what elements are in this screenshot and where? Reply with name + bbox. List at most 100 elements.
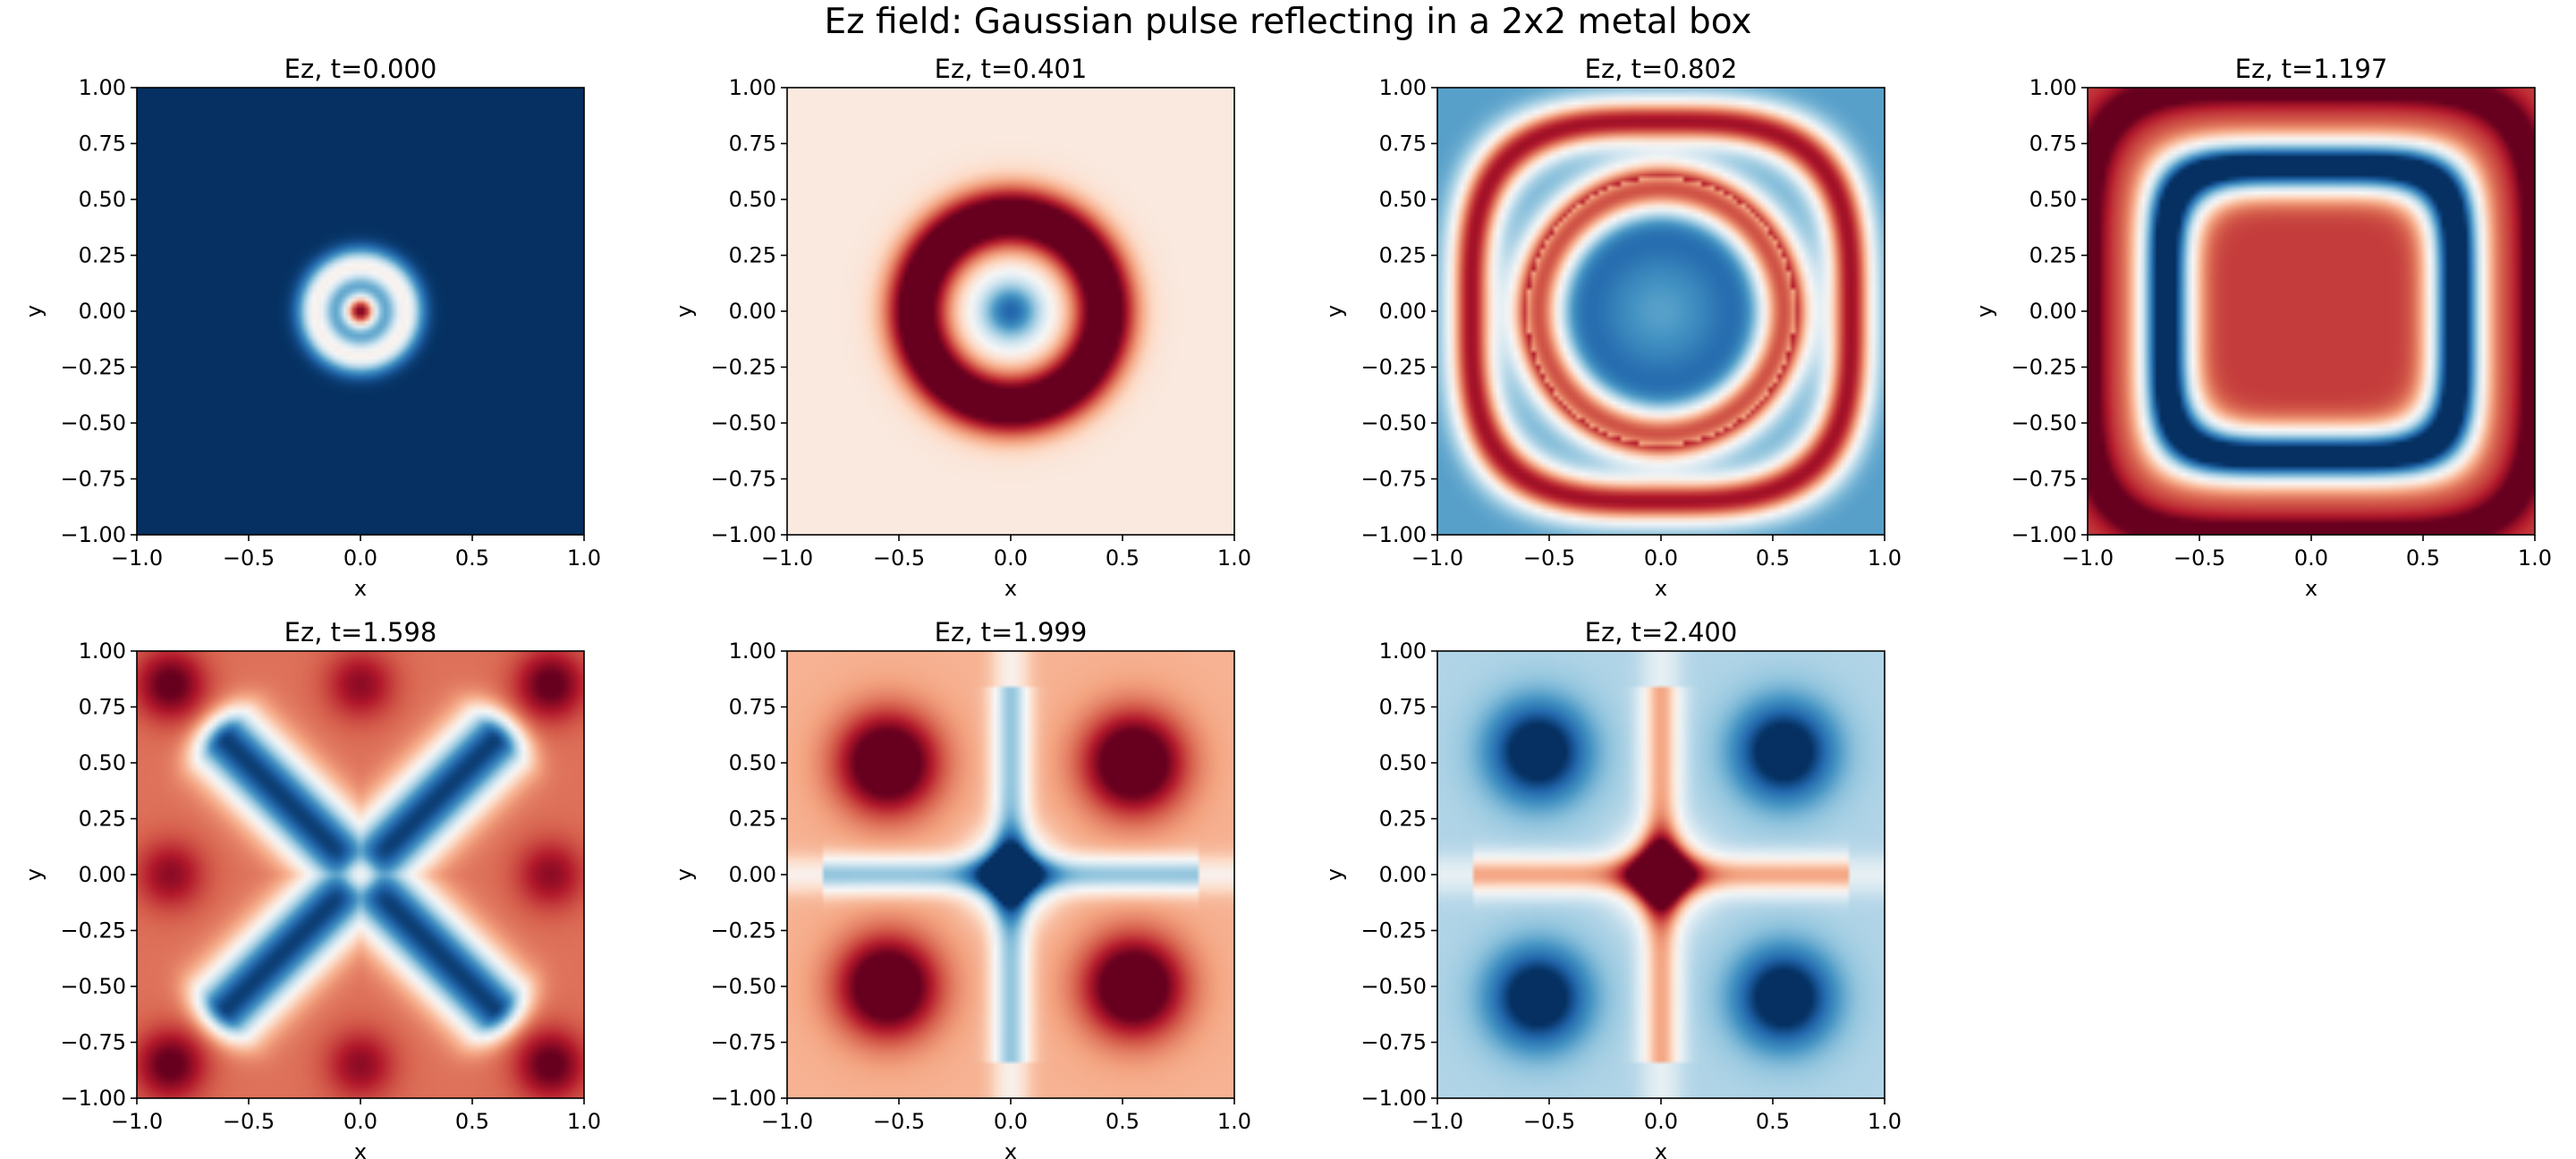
x-tick-label: 1.0 xyxy=(1217,1109,1251,1134)
y-tick-label: 0.25 xyxy=(79,807,126,832)
y-tick-label: 1.00 xyxy=(2029,75,2077,100)
subplot-7: Ez, t=2.400 −1.0 −0.5 0.0 0.5 1.0 1.00 0.75 0.50… xyxy=(1322,617,1902,1159)
y-axis-label: y xyxy=(672,868,697,881)
heatmap-image xyxy=(787,651,1234,1098)
x-tick-label: 0.5 xyxy=(1756,546,1790,571)
y-tick-label: 0.50 xyxy=(1379,187,1427,212)
y-tick-label: 0.50 xyxy=(2029,187,2077,212)
x-tick-label: −0.5 xyxy=(2174,546,2225,571)
y-tick-label: 0.00 xyxy=(729,862,776,887)
y-tick-label: 0.00 xyxy=(2029,299,2077,324)
y-tick-label: 0.25 xyxy=(2029,243,2077,268)
y-tick-label: −0.75 xyxy=(710,1030,776,1055)
y-tick-label: −0.75 xyxy=(60,1030,126,1055)
x-tick-label: 1.0 xyxy=(1217,546,1251,571)
y-tick-label: −0.50 xyxy=(60,974,126,999)
y-tick-label: −0.75 xyxy=(710,467,776,492)
y-tick-label: −0.25 xyxy=(710,355,776,380)
heatmap-image xyxy=(137,88,584,535)
heatmap-image xyxy=(787,88,1234,535)
subplot-6: Ez, t=1.999 −1.0 −0.5 0.0 0.5 1.0 1.00 0.75 0.50… xyxy=(672,617,1251,1159)
x-tick-label: 0.0 xyxy=(1644,1109,1678,1134)
y-axis-label: y xyxy=(1322,868,1347,881)
y-tick-label: 0.00 xyxy=(1379,862,1427,887)
y-tick-label: −1.00 xyxy=(1360,1086,1427,1111)
x-tick-label: 1.0 xyxy=(1868,546,1902,571)
y-tick-label: 0.00 xyxy=(79,299,126,324)
subplot-1: Ez, t=0.000 −1.0 −0.5 0.0 0.5 1.0 1.00 0.75 0.50… xyxy=(21,54,601,601)
y-tick-label: 0.25 xyxy=(729,243,776,268)
y-tick-label: −0.75 xyxy=(2011,467,2077,492)
x-tick-label: −1.0 xyxy=(111,546,163,571)
y-tick-label: 0.50 xyxy=(79,187,126,212)
x-tick-label: 0.5 xyxy=(2406,546,2440,571)
y-tick-label: 0.75 xyxy=(1379,131,1427,157)
x-tick-label: 1.0 xyxy=(1868,1109,1902,1134)
x-tick-label: 0.5 xyxy=(1756,1109,1790,1134)
y-axis-label: y xyxy=(1322,305,1347,317)
y-tick-label: −1.00 xyxy=(710,522,776,547)
y-tick-label: 1.00 xyxy=(1379,639,1427,664)
subplot-4: Ez, t=1.197 −1.0 −0.5 0.0 0.5 1.0 1.00 0.75 0.50… xyxy=(1972,54,2552,601)
y-tick-label: 1.00 xyxy=(79,75,126,100)
y-tick-label: −0.50 xyxy=(710,410,776,436)
y-tick-label: 0.00 xyxy=(1379,299,1427,324)
subplot-title: Ez, t=0.401 xyxy=(935,54,1088,84)
x-axis-label: x xyxy=(354,1139,367,1159)
x-tick-label: −1.0 xyxy=(2062,546,2114,571)
x-tick-label: 0.0 xyxy=(994,546,1028,571)
x-tick-label: 0.5 xyxy=(455,1109,489,1134)
y-tick-label: −0.75 xyxy=(1360,467,1427,492)
y-axis-label: y xyxy=(21,305,47,317)
y-tick-label: 0.75 xyxy=(729,695,776,720)
y-tick-label: −0.50 xyxy=(1360,410,1427,436)
y-tick-label: 0.25 xyxy=(729,807,776,832)
y-tick-label: 0.00 xyxy=(729,299,776,324)
y-tick-label: 0.50 xyxy=(729,750,776,775)
y-tick-label: −0.25 xyxy=(710,918,776,943)
y-tick-label: −1.00 xyxy=(2011,522,2077,547)
y-tick-label: −0.50 xyxy=(60,410,126,436)
y-tick-label: 1.00 xyxy=(729,639,776,664)
x-tick-label: −1.0 xyxy=(1411,1109,1463,1134)
y-tick-label: −1.00 xyxy=(1360,522,1427,547)
x-tick-label: 0.0 xyxy=(994,1109,1028,1134)
y-tick-label: 0.25 xyxy=(79,243,126,268)
y-tick-label: 0.25 xyxy=(1379,243,1427,268)
x-tick-label: −1.0 xyxy=(761,1109,813,1134)
x-axis-label: x xyxy=(1655,1139,1667,1159)
y-tick-label: −0.50 xyxy=(2011,410,2077,436)
y-tick-label: −0.75 xyxy=(60,467,126,492)
y-tick-label: 1.00 xyxy=(79,639,126,664)
figure-title: Ez field: Gaussian pulse reflecting in a… xyxy=(824,2,1752,42)
y-tick-label: 0.50 xyxy=(729,187,776,212)
y-tick-label: −1.00 xyxy=(60,1086,126,1111)
y-tick-label: 0.75 xyxy=(2029,131,2077,157)
x-tick-label: 0.0 xyxy=(343,1109,377,1134)
x-tick-label: −0.5 xyxy=(223,1109,275,1134)
y-tick-label: 0.50 xyxy=(1379,750,1427,775)
x-tick-label: 0.0 xyxy=(343,546,377,571)
x-axis-label: x xyxy=(1004,576,1017,601)
heatmap-image xyxy=(137,651,584,1098)
subplot-title: Ez, t=0.802 xyxy=(1585,54,1738,84)
x-axis-label: x xyxy=(354,576,367,601)
y-tick-label: −0.25 xyxy=(1360,355,1427,380)
x-tick-label: −0.5 xyxy=(873,1109,925,1134)
x-tick-label: −1.0 xyxy=(1411,546,1463,571)
x-axis-label: x xyxy=(1004,1139,1017,1159)
heatmap-image xyxy=(1437,651,1885,1098)
y-tick-label: 0.00 xyxy=(79,862,126,887)
y-tick-label: 0.75 xyxy=(79,695,126,720)
subplot-title: Ez, t=2.400 xyxy=(1585,617,1738,647)
subplot-title: Ez, t=1.999 xyxy=(935,617,1088,647)
subplot-5: Ez, t=1.598 −1.0 −0.5 0.0 0.5 1.0 1.00 0.75 0.50… xyxy=(21,617,601,1159)
heatmap-image xyxy=(1437,88,1885,535)
x-axis-label: x xyxy=(2305,576,2318,601)
x-tick-label: −0.5 xyxy=(1523,546,1575,571)
y-tick-label: −0.25 xyxy=(1360,918,1427,943)
subplot-title: Ez, t=0.000 xyxy=(284,54,437,84)
y-axis-label: y xyxy=(1972,305,1997,317)
y-tick-label: 0.25 xyxy=(1379,807,1427,832)
